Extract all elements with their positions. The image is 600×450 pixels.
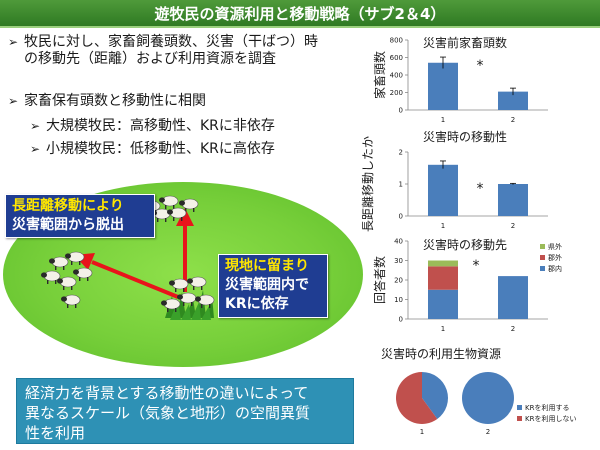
chart1-bar — [428, 62, 458, 110]
chart3-x-tick-label: 2 — [511, 325, 515, 333]
chart2-y-tick-label: 0 — [399, 213, 403, 221]
chart2-bar — [498, 184, 528, 216]
long-distance-callout: 長距離移動により 災害範囲から脱出 — [5, 194, 155, 238]
conclusion-note: 経済力を背景とする移動性の違いによって 異なるスケール（気象と地形）の空間異質 … — [16, 378, 354, 444]
chart1-y-tick-label: 800 — [390, 37, 403, 45]
long-distance-callout-line-2: 災害範囲から脱出 — [12, 217, 124, 233]
chart2-title: 災害時の移動性 — [423, 129, 507, 144]
chart1-y-tick-label: 0 — [399, 107, 403, 115]
bullet-1-line-1: 牧民に対し、家畜飼養頭数、災害（干ばつ）時 — [24, 34, 318, 50]
chart4-pie-slice — [396, 372, 438, 424]
chart1-bar — [498, 91, 528, 110]
chart3-bar-segment — [428, 289, 458, 319]
chart4-legend-swatch — [517, 405, 522, 410]
chart2-x-tick-label: 2 — [511, 222, 515, 230]
chart1-y-axis-label: 家畜頭数 — [372, 51, 387, 99]
bullet-arrow-icon: ➢ — [30, 119, 41, 133]
bullet-3: ➢ 大規模牧民：高移動性、KRに非依存 — [30, 118, 360, 136]
bullet-arrow-icon: ➢ — [8, 94, 19, 108]
chart3-y-tick-label: 40 — [394, 238, 403, 246]
chart2-significance-star: * — [477, 181, 484, 197]
chart1-y-tick-label: 200 — [390, 89, 403, 97]
chart3-legend-swatch — [540, 244, 545, 249]
chart3-legend-swatch — [540, 266, 545, 271]
conclusion-note-line-1: 経済力を背景とする移動性の違いによって — [25, 384, 309, 402]
chart1-significance-star: * — [477, 58, 484, 74]
chart3-bar-segment — [428, 266, 458, 290]
chart3-legend-label: 郡内 — [548, 264, 562, 273]
stay-local-callout: 現地に留まり 災害範囲内で KRに依存 — [218, 254, 328, 318]
title-bar: 遊牧民の資源利用と移動戦略（サブ2＆4） — [0, 0, 600, 28]
chart4-legend-label: KRを利用しない — [525, 414, 576, 423]
bullet-1-line-2: の移動先（距離）および利用資源を調査 — [24, 51, 276, 67]
stay-local-callout-line-1: 現地に留まり — [225, 258, 309, 274]
bullet-arrow-icon: ➢ — [30, 142, 41, 156]
chart3-y-tick-label: 0 — [399, 316, 403, 324]
chart1-title: 災害前家畜頭数 — [423, 35, 507, 50]
long-distance-callout-line-1: 長距離移動により — [12, 198, 124, 214]
chart3-legend-label: 県外 — [548, 242, 562, 251]
chart2-x-tick-label: 1 — [441, 222, 445, 230]
chart2-y-tick-label: 2 — [399, 149, 403, 157]
chart4-title: 災害時の利用生物資源 — [381, 346, 501, 361]
chart3-legend-label: 郡外 — [548, 253, 562, 262]
chart3-y-tick-label: 10 — [394, 296, 403, 304]
chart3-x-tick-label: 1 — [441, 325, 445, 333]
chart3-y-axis-label: 回答者数 — [372, 256, 387, 304]
chart1-x-tick-label: 1 — [441, 116, 445, 124]
bullet-4-text: 小規模牧民：低移動性、KRに高依存 — [46, 141, 275, 157]
conclusion-note-line-3: 性を利用 — [25, 424, 86, 442]
chart4-category-label: 1 — [420, 428, 424, 436]
chart2-y-axis-label: 長距離移動したか — [361, 136, 375, 232]
stay-local-callout-line-3: KRに依存 — [225, 296, 289, 312]
chart1-x-tick-label: 2 — [511, 116, 515, 124]
chart1-y-tick-label: 600 — [390, 54, 403, 62]
chart2-y-tick-label: 1 — [399, 181, 403, 189]
chart3-y-tick-label: 20 — [394, 277, 403, 285]
bullet-1: ➢ 牧民に対し、家畜飼養頭数、災害（干ばつ）時 の移動先（距離）および利用資源を… — [8, 34, 358, 70]
chart3-bar-segment — [498, 276, 528, 319]
chart2-bar — [428, 164, 458, 216]
stay-local-callout-line-2: 災害範囲内で — [225, 277, 309, 293]
bullet-4: ➢ 小規模牧民：低移動性、KRに高依存 — [30, 141, 360, 159]
conclusion-note-line-2: 異なるスケール（気象と地形）の空間異質 — [25, 404, 311, 422]
chart3-title: 災害時の移動先 — [423, 237, 507, 252]
bullet-2: ➢ 家畜保有頭数と移動性に相関 — [8, 93, 358, 111]
chart4-pie-slice — [422, 372, 448, 420]
chart4-category-label: 2 — [486, 428, 490, 436]
chart1-y-tick-label: 400 — [390, 72, 403, 80]
chart3-significance-star: * — [473, 258, 480, 274]
chart4-legend-swatch — [517, 416, 522, 421]
bullet-2-text: 家畜保有頭数と移動性に相関 — [24, 93, 206, 109]
chart4-pie-slice — [462, 372, 514, 424]
bullet-3-text: 大規模牧民：高移動性、KRに非依存 — [46, 118, 275, 134]
chart4-legend-label: KRを利用する — [525, 403, 569, 412]
chart3-y-tick-label: 30 — [394, 257, 403, 265]
slide-title: 遊牧民の資源利用と移動戦略（サブ2＆4） — [154, 5, 446, 23]
bullet-arrow-icon: ➢ — [8, 35, 19, 49]
chart3-bar-segment — [428, 260, 458, 267]
chart3-legend-swatch — [540, 255, 545, 260]
